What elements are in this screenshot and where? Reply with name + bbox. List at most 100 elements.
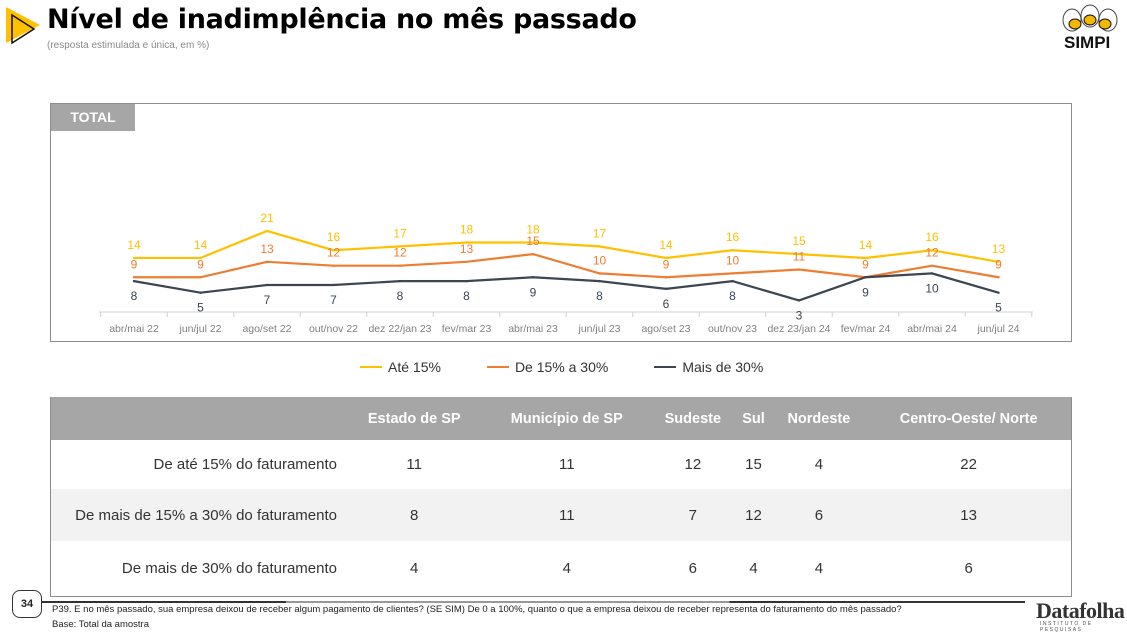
- legend-item: Mais de 30%: [654, 359, 763, 375]
- legend-label: Até 15%: [388, 359, 441, 375]
- x-tick-label: jun/jul 22: [178, 323, 221, 335]
- table-cell: 13: [866, 489, 1072, 541]
- data-label: 17: [593, 226, 607, 240]
- data-point: [265, 283, 269, 287]
- data-point: [797, 299, 801, 302]
- data-label: 14: [127, 238, 141, 252]
- data-point: [398, 245, 402, 248]
- legend-swatch: [360, 366, 382, 368]
- data-point: [531, 276, 535, 279]
- data-label: 12: [925, 246, 939, 260]
- data-label: 15: [526, 234, 540, 248]
- table-cell: 11: [558, 456, 575, 473]
- play-logo-icon: [6, 7, 40, 45]
- data-label: 8: [131, 289, 138, 303]
- data-label: 16: [925, 230, 939, 244]
- data-point: [930, 249, 934, 252]
- data-label: 9: [530, 285, 537, 299]
- table-row: De até 15% do faturamento 11 11 12 15 4 22: [51, 440, 1072, 489]
- data-label: 18: [526, 223, 540, 237]
- datafolha-logo-sub: INSTITUTO DE PESQUISAS: [1040, 621, 1093, 633]
- x-tick-label: dez 23/jan 24: [767, 323, 830, 335]
- x-tick-label: ago/set 23: [641, 323, 690, 335]
- table-row: De mais de 30% do faturamento 4 4 6 4 4 6: [51, 541, 1072, 597]
- table-cell: 12: [735, 489, 772, 541]
- data-point: [598, 272, 601, 275]
- data-point: [664, 276, 668, 279]
- empty-header: [50, 397, 345, 440]
- data-label: 7: [330, 293, 337, 307]
- page-number: 34: [12, 590, 42, 618]
- data-label: 11: [793, 250, 806, 264]
- table-cell: 12: [684, 456, 702, 473]
- data-point: [930, 264, 934, 267]
- data-point: [398, 279, 402, 283]
- data-point: [199, 256, 202, 260]
- data-label: 13: [460, 242, 474, 256]
- data-label: 16: [726, 230, 740, 244]
- table-cell: 4: [562, 560, 571, 577]
- data-point: [199, 276, 202, 279]
- x-tick-label: abr/mai 23: [508, 323, 558, 335]
- table-cell: 7: [650, 489, 736, 541]
- data-point: [930, 272, 934, 275]
- data-point: [332, 283, 335, 287]
- data-point: [797, 252, 801, 256]
- data-label: 3: [796, 308, 803, 322]
- data-point: [265, 229, 269, 233]
- x-tick-label: fev/mar 24: [841, 323, 891, 335]
- table-cell: 11: [483, 489, 651, 541]
- data-label: 9: [995, 257, 1002, 271]
- data-point: [398, 264, 402, 267]
- chart-plot: abr/mai 22 jun/jul 22 ago/set 22 out/nov 22…: [99, 211, 1033, 335]
- x-tick-label: out/nov 22: [309, 323, 358, 335]
- legend-swatch: [486, 366, 509, 368]
- region-table: Estado de SP Município de SP Sudeste Sul…: [50, 397, 1072, 597]
- data-label: 21: [260, 211, 274, 225]
- data-point: [531, 252, 535, 256]
- column-header: Estado de SP: [345, 397, 484, 440]
- data-label: 10: [925, 281, 939, 295]
- question-text: P39. E no mês passado, sua empresa deixo…: [52, 604, 902, 615]
- data-label: 7: [264, 293, 271, 307]
- data-point: [598, 245, 601, 248]
- column-header: Sudeste: [650, 397, 736, 440]
- x-tick-label: out/nov 23: [708, 323, 757, 335]
- data-point: [132, 279, 136, 283]
- data-label: 14: [859, 238, 873, 252]
- x-tick-label: abr/mai 22: [109, 323, 159, 335]
- legend-label: Mais de 30%: [682, 359, 764, 375]
- data-point: [997, 291, 1000, 294]
- data-label: 17: [393, 226, 407, 240]
- footer-divider: [40, 601, 1025, 603]
- row-label: De até 15% do faturamento: [153, 456, 337, 473]
- data-point: [265, 260, 269, 264]
- x-tick-label: fev/mar 23: [442, 323, 492, 335]
- legend-label: De 15% a 30%: [514, 359, 609, 375]
- series-line: [134, 252, 999, 279]
- x-tick-label: dez 22/jan 23: [368, 323, 431, 335]
- column-header: Sul: [735, 397, 772, 440]
- table-cell: 4: [814, 456, 824, 473]
- x-tick-label: abr/mai 24: [907, 323, 957, 335]
- line-chart: TOTAL abr/mai 22 jun/jul 22 ago/set 22 out/…: [50, 103, 1072, 342]
- table-cell: 15: [745, 456, 762, 473]
- data-point: [864, 256, 867, 260]
- data-label: 10: [593, 253, 607, 267]
- data-point: [332, 249, 335, 252]
- data-label: 16: [327, 230, 341, 244]
- data-point: [132, 256, 136, 260]
- legend-item: De 15% a 30%: [486, 359, 609, 375]
- data-label: 9: [862, 257, 869, 271]
- data-label: 5: [995, 301, 1002, 315]
- table-row: De mais de 15% a 30% do faturamento 8 11 7 1…: [50, 489, 1072, 541]
- data-point: [997, 276, 1000, 279]
- base-text: Base: Total da amostra: [52, 619, 149, 630]
- simpi-logo-text: SIMPI: [1064, 33, 1111, 52]
- x-tick-label: jun/jul 23: [577, 323, 620, 335]
- data-point: [598, 279, 601, 283]
- table-cell: 22: [960, 456, 977, 473]
- data-label: 9: [131, 257, 138, 271]
- data-point: [731, 249, 734, 252]
- legend-swatch: [654, 366, 677, 368]
